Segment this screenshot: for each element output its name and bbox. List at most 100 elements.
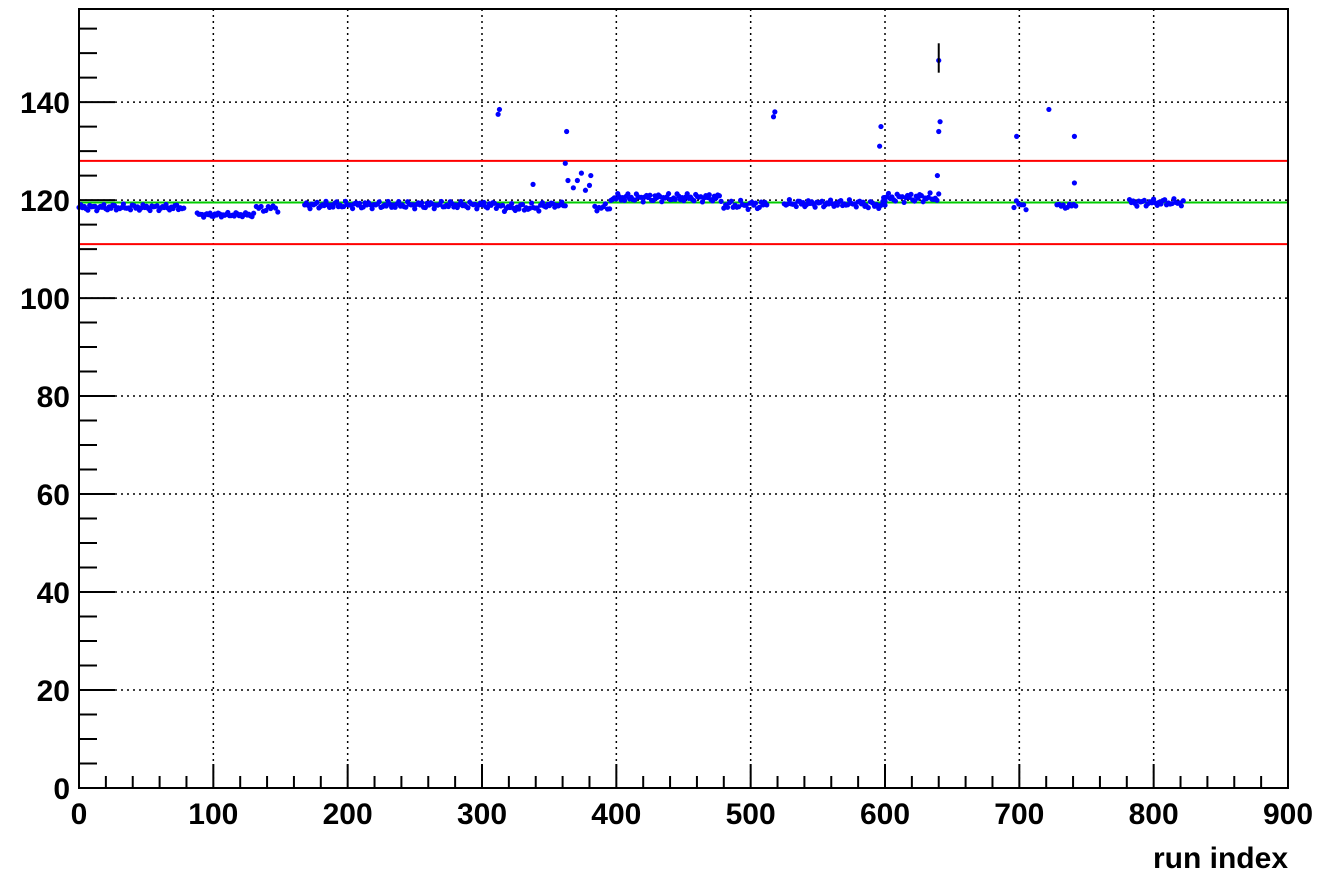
outlier-point — [1071, 180, 1078, 186]
data-point — [251, 210, 257, 216]
data-point — [793, 203, 799, 210]
data-point — [438, 198, 444, 205]
data-point — [838, 197, 844, 204]
x-tick-label: 800 — [1129, 798, 1179, 831]
outlier-point — [586, 182, 593, 188]
y-tick-label: 20 — [37, 675, 70, 708]
data-point — [756, 204, 762, 211]
y-tick-label: 40 — [37, 577, 70, 610]
data-point — [357, 200, 363, 206]
data-point — [901, 199, 907, 206]
data-point — [275, 209, 281, 215]
data-point — [263, 207, 269, 214]
data-point — [1073, 203, 1079, 209]
data-point — [874, 201, 880, 208]
data-point — [1023, 207, 1029, 213]
outlier-point — [770, 114, 777, 120]
data-point — [1180, 198, 1186, 204]
outlier-point — [934, 172, 940, 179]
x-tick-label: 0 — [71, 798, 88, 831]
x-tick-label: 400 — [591, 798, 641, 831]
y-tick-label: 60 — [37, 479, 70, 512]
outlier-point — [588, 172, 594, 179]
data-point — [602, 201, 608, 207]
plot-background — [79, 9, 1288, 788]
data-point — [865, 205, 871, 211]
data-point — [272, 205, 279, 211]
outlier-point — [772, 109, 778, 115]
data-point — [562, 203, 568, 209]
outlier-point — [582, 187, 589, 193]
data-point — [396, 198, 402, 205]
data-point — [101, 202, 107, 208]
data-point — [786, 197, 792, 203]
data-point — [934, 197, 940, 203]
data-point — [592, 203, 598, 209]
data-point — [892, 198, 899, 204]
data-point — [647, 192, 653, 198]
data-point — [536, 208, 542, 214]
outlier-point — [495, 111, 501, 117]
data-point — [911, 198, 918, 204]
data-point — [1134, 203, 1140, 209]
data-point — [621, 197, 628, 203]
y-tick-label: 120 — [20, 185, 70, 218]
data-point — [1021, 202, 1027, 208]
data-point — [314, 199, 320, 205]
x-tick-label: 700 — [994, 798, 1044, 831]
data-point — [1162, 197, 1168, 203]
outlier-point — [570, 185, 576, 191]
data-point — [706, 192, 712, 198]
data-point — [659, 199, 665, 205]
data-points — [76, 57, 1186, 220]
data-point — [927, 190, 933, 196]
data-point — [716, 193, 723, 199]
data-point — [85, 207, 91, 213]
x-tick-label: 900 — [1263, 798, 1313, 831]
outlier-point — [578, 170, 585, 176]
y-tick-label: 100 — [20, 283, 70, 316]
data-point — [307, 206, 313, 212]
data-point — [908, 191, 914, 197]
data-point — [445, 203, 452, 210]
data-point — [718, 198, 724, 204]
data-point — [819, 198, 825, 204]
outlier-point — [937, 119, 943, 125]
x-tick-labels: 0 100 200 300 400 500 600 700 800 900 — [71, 798, 1313, 831]
data-point — [752, 200, 759, 206]
x-tick-label: 200 — [323, 798, 373, 831]
data-point — [174, 202, 180, 208]
data-point — [528, 200, 535, 206]
y-tick-label: 80 — [37, 381, 70, 414]
data-point — [640, 199, 646, 205]
data-point — [419, 200, 425, 206]
data-point — [403, 204, 409, 210]
data-point — [120, 201, 126, 207]
data-point — [516, 206, 522, 212]
outlier-point — [565, 177, 571, 184]
data-point — [632, 197, 638, 203]
data-point — [127, 207, 134, 213]
y-tick-label: 140 — [20, 87, 70, 120]
outlier-point — [877, 143, 883, 149]
data-point — [724, 204, 731, 210]
data-point — [607, 206, 613, 212]
outlier-point — [881, 195, 887, 201]
data-point — [412, 206, 418, 212]
plot-frame — [78, 8, 1289, 789]
data-point — [665, 191, 672, 197]
outlier-point — [1071, 133, 1078, 139]
outlier-point — [562, 160, 568, 166]
data-point — [369, 206, 375, 212]
data-point — [672, 196, 678, 203]
data-point — [1011, 204, 1017, 211]
data-point — [936, 191, 942, 197]
data-point — [258, 203, 264, 210]
data-point — [465, 205, 471, 211]
x-axis-title: run index — [1153, 842, 1288, 875]
outlier-point — [530, 181, 536, 187]
data-point — [500, 202, 506, 208]
data-point — [458, 198, 464, 205]
data-point — [691, 198, 697, 204]
data-point — [853, 204, 859, 210]
